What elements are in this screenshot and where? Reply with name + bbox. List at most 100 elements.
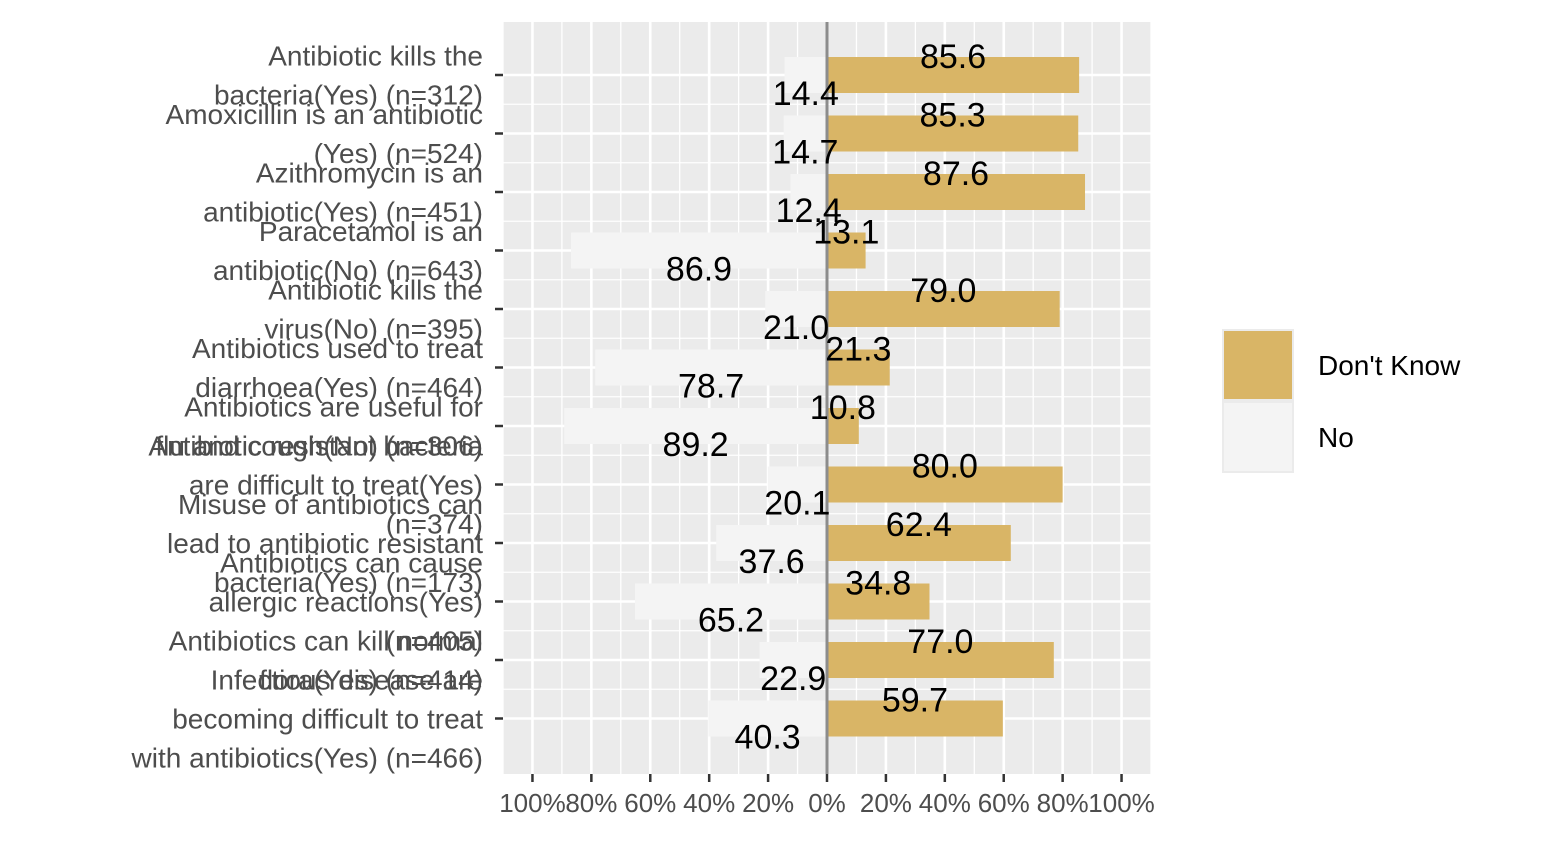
category-label-line: Antibiotics can kill normal [169,626,483,657]
category-label: Antibiotics can kill normal flora(Yes) (n… [169,626,483,696]
bar-no [783,115,827,152]
bar-dont-know [827,466,1063,503]
data-label-no: 22.9 [760,660,826,698]
data-label-no: 78.7 [678,368,744,406]
category-label: Amoxicillin is an antibiotic (Yes) (n=524… [166,99,483,169]
bar-dont-know [827,642,1054,678]
x-tick-label: 100% [1088,788,1155,818]
tick-marks [495,73,1123,782]
category-label-line: diarrhoea(Yes) (n=464) [195,372,483,403]
bar-dont-know [827,291,1060,327]
data-label-no: 89.2 [663,426,729,464]
bar-dont-know [827,349,890,386]
category-label-line: Antibiotic kills the [268,275,483,306]
x-tick-label: 0% [808,788,846,818]
data-label-no: 20.1 [764,485,830,523]
legend-swatch [1224,331,1292,399]
category-label-line: bacteria(Yes) (n=312) [214,80,483,111]
bar-no [595,349,827,386]
bar-dont-know [827,57,1080,93]
category-label-line: becoming difficult to treat [172,704,483,735]
category-label-line: allergic reactions(Yes) [209,587,483,618]
category-label-line: Azithromycin is an [256,158,483,189]
legend-swatch [1224,403,1292,471]
bar-dont-know [827,525,1011,561]
data-label-no: 86.9 [666,251,732,289]
data-label-dont-know: 85.3 [920,97,986,135]
category-label: Azithromycin is an antibiotic(Yes) (n=451… [203,158,483,228]
x-tick-label: 40% [919,788,971,818]
legend-label: Don't Know [1318,350,1461,381]
bar-no [765,291,827,327]
bar-no [564,408,827,444]
x-tick-label: 20% [860,788,912,818]
bar-no [716,525,827,561]
bars [564,57,1086,737]
category-label: Antibiotic kills the bacteria(Yes) (n=312… [214,41,483,111]
x-tick-label: 60% [978,788,1030,818]
category-label: Antibiotics are useful for flu and cough(… [155,392,483,462]
category-label-line: with antibiotics(Yes) (n=466) [131,743,483,774]
category-label-line: flora(Yes) (n=414) [259,665,483,696]
category-label: Infectious disease are becoming difficult… [131,665,484,774]
data-label-no: 14.4 [773,75,839,113]
x-tick-labels: 100% 80% 60% 40% 20% 0% 20% 40% 60% 80% 100% [499,788,1155,818]
data-label-no: 37.6 [739,543,805,581]
bar-no [767,466,827,503]
data-label-dont-know: 13.1 [813,214,879,252]
category-label-line: are difficult to treat(Yes) [189,470,483,501]
category-label: Antibiotic kills the virus(No) (n=395) [264,275,483,345]
category-label-line: Paracetamol is an [259,216,483,247]
x-tick-label: 20% [742,788,794,818]
category-label-line: Antibiotic kills the [268,41,483,72]
x-tick-label: 80% [1037,788,1089,818]
category-label-line: Misuse of antibiotics can [178,489,483,520]
category-label-line: (n=374) [386,509,483,540]
category-label-line: antibiotic(Yes) (n=451) [203,197,483,228]
category-label-line: Infectious disease are [211,665,483,696]
category-label-line: Amoxicillin is an antibiotic [166,99,483,130]
category-label-line: flu and cough(No) (n=306) [155,431,483,462]
category-label-line: bacteria(Yes) (n=173) [214,567,483,598]
data-label-dont-know: 62.4 [886,506,952,544]
x-tick-label: 60% [624,788,676,818]
category-label-line: Antibiotics can cause [220,548,483,579]
legend-label: No [1318,422,1354,453]
category-label: Misuse of antibiotics can lead to antibio… [167,489,483,598]
category-label-line: Antibiotics used to treat [192,333,483,364]
data-label-dont-know: 80.0 [912,448,978,486]
bar-no [759,642,827,678]
category-label-line: (Yes) (n=524) [314,138,483,169]
legend: Don't Know No [1222,329,1461,473]
category-label-line: lead to antibiotic resistant [167,528,483,559]
x-tick-label: 100% [499,788,566,818]
bar-dont-know [827,700,1003,737]
data-label-no: 12.4 [776,192,842,230]
data-label-no: 14.7 [772,134,838,172]
data-label-dont-know: 34.8 [845,565,911,603]
bar-no [708,700,827,737]
bar-no [790,174,827,210]
category-label: Antibiotics can cause allergic reactions(… [209,548,483,657]
data-label-no: 40.3 [735,719,801,757]
data-label-dont-know: 59.7 [882,682,948,720]
category-label: Antibiotics used to treat diarrhoea(Yes) … [192,333,483,403]
x-tick-label: 80% [565,788,617,818]
bar-dont-know [827,115,1079,152]
data-label-dont-know: 21.3 [825,331,891,369]
bar-no [634,583,827,620]
category-label-line: (n=405) [386,626,483,657]
bar-dont-know [827,408,859,444]
bar-no [784,57,827,93]
bar-no [571,232,827,269]
bar-dont-know [827,174,1086,210]
bar-dont-know [827,583,930,620]
category-label-line: Antibiotic resistant bacteria [148,431,483,462]
x-tick-label: 40% [683,788,735,818]
data-label-dont-know: 87.6 [923,155,989,193]
data-label-dont-know: 85.6 [920,38,986,76]
data-label-dont-know: 79.0 [910,272,976,310]
category-label: Antibiotic resistant bacteria are difficu… [148,431,483,540]
data-label-dont-know: 77.0 [907,623,973,661]
